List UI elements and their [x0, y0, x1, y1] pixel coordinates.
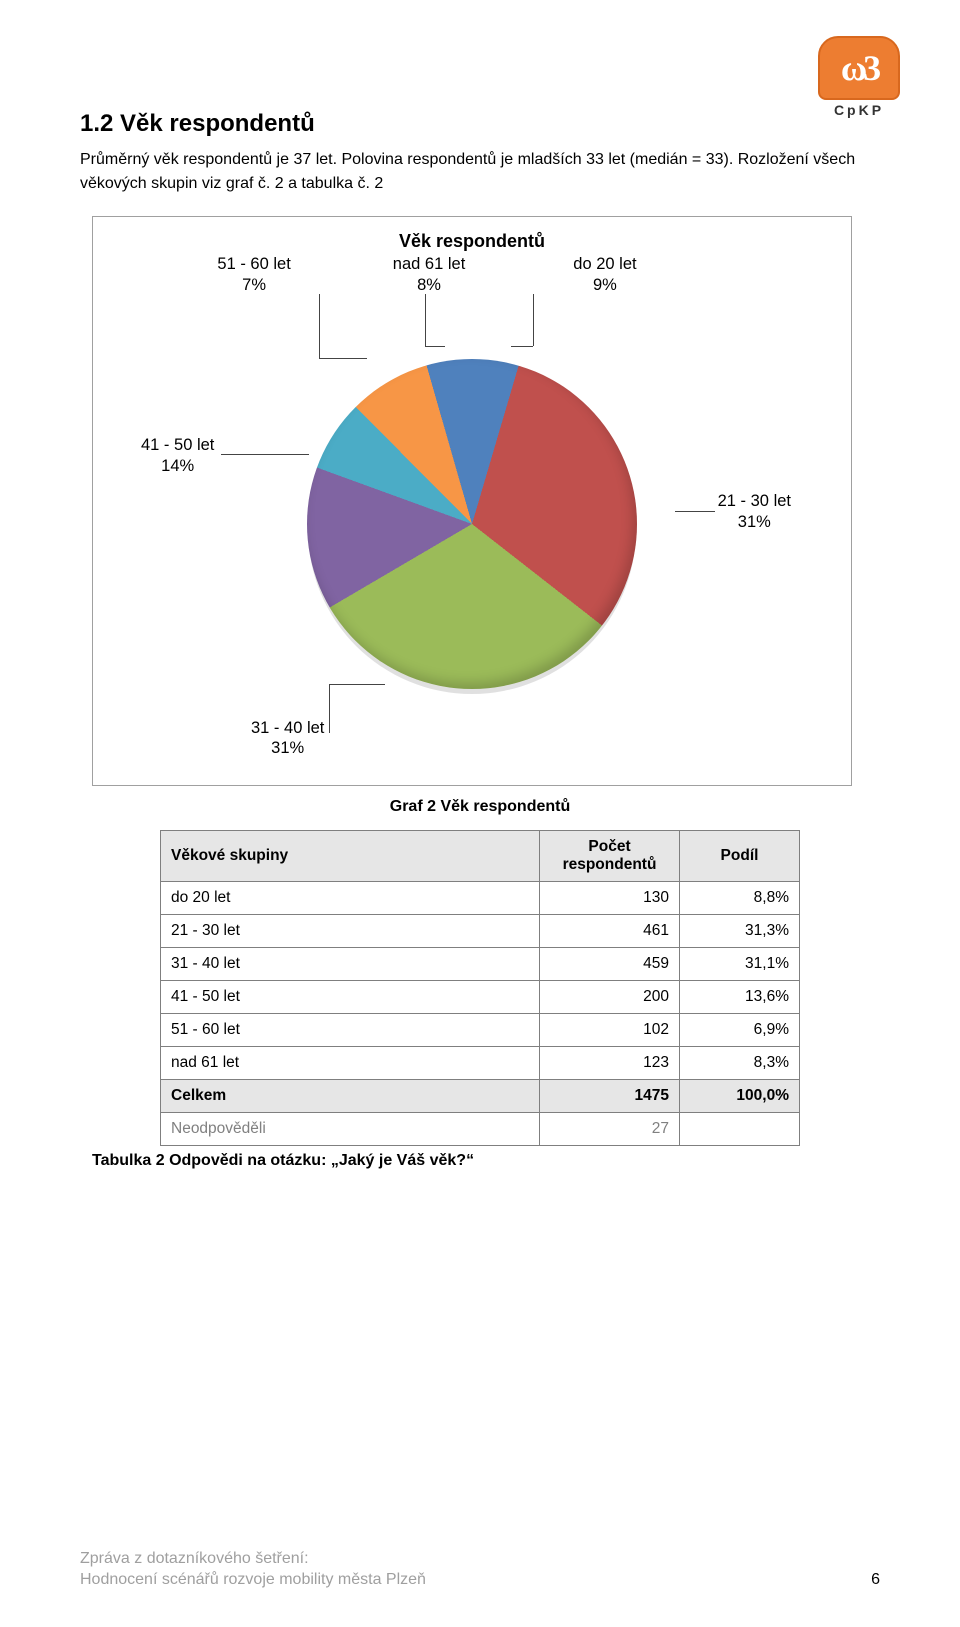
- chart-title: Věk respondentů: [93, 231, 851, 252]
- leader-line: [675, 511, 715, 512]
- pie-chart: [307, 359, 637, 689]
- table-row: 41 - 50 let20013,6%: [161, 981, 800, 1014]
- slice-pct-61plus: 8%: [417, 275, 441, 296]
- slice-label-31-40: 31 - 40 let: [251, 718, 324, 739]
- leader-line: [319, 294, 320, 358]
- leader-line: [533, 294, 534, 346]
- leader-line: [511, 346, 533, 347]
- slice-pct-31-40: 31%: [251, 738, 324, 759]
- table-header-row: Věkové skupiny Počet respondentů Podíl: [161, 831, 800, 882]
- logo-badge: ω3: [818, 36, 900, 100]
- col-header-count: Počet respondentů: [540, 831, 680, 882]
- page-footer: Zpráva z dotazníkového šetření: Hodnocen…: [80, 1548, 880, 1591]
- footer-line1: Zpráva z dotazníkového šetření:: [80, 1548, 426, 1570]
- table-total-row: Celkem1475100,0%: [161, 1080, 800, 1113]
- pie-chart-frame: Věk respondentů 51 - 60 let 7% nad 61 le…: [92, 216, 852, 786]
- slice-pct-51-60: 7%: [242, 275, 266, 296]
- age-table: Věkové skupiny Počet respondentů Podíl d…: [160, 830, 800, 1146]
- table-row: 21 - 30 let46131,3%: [161, 915, 800, 948]
- slice-label-51-60: 51 - 60 let: [217, 254, 290, 275]
- leader-line: [329, 684, 385, 685]
- slice-label-61plus: nad 61 let: [393, 254, 465, 275]
- slice-label-21-30-group: 21 - 30 let 31%: [718, 491, 791, 532]
- slice-label-do20: do 20 let: [573, 254, 636, 275]
- leader-line: [329, 685, 330, 733]
- table-row: 31 - 40 let45931,1%: [161, 948, 800, 981]
- footer-line2: Hodnocení scénářů rozvoje mobility města…: [80, 1569, 426, 1591]
- table-row: 51 - 60 let1026,9%: [161, 1014, 800, 1047]
- leader-line: [221, 454, 309, 455]
- leader-line: [425, 346, 445, 347]
- slice-pct-41-50: 14%: [141, 456, 214, 477]
- slice-label-31-40-group: 31 - 40 let 31%: [251, 718, 324, 759]
- leader-line: [319, 358, 367, 359]
- section-heading: 1.2 Věk respondentů: [80, 110, 880, 138]
- slice-pct-21-30: 31%: [718, 512, 791, 533]
- table-row: do 20 let1308,8%: [161, 882, 800, 915]
- page-number: 6: [871, 1569, 880, 1591]
- cpkp-logo: ω3 CpKP: [818, 36, 900, 118]
- leader-line: [425, 294, 426, 346]
- col-header-group: Věkové skupiny: [161, 831, 540, 882]
- logo-text: CpKP: [818, 102, 900, 118]
- col-header-share: Podíl: [680, 831, 800, 882]
- slice-label-21-30: 21 - 30 let: [718, 491, 791, 512]
- slice-pct-do20: 9%: [593, 275, 617, 296]
- chart-caption: Graf 2 Věk respondentů: [80, 798, 880, 816]
- footer-text-block: Zpráva z dotazníkového šetření: Hodnocen…: [80, 1548, 426, 1591]
- table-row: nad 61 let1238,3%: [161, 1047, 800, 1080]
- intro-paragraph: Průměrný věk respondentů je 37 let. Polo…: [80, 148, 880, 196]
- table-muted-row: Neodpověděli27: [161, 1113, 800, 1146]
- slice-label-41-50: 41 - 50 let: [141, 435, 214, 456]
- table-caption: Tabulka 2 Odpovědi na otázku: „Jaký je V…: [92, 1152, 880, 1170]
- logo-glyph: ω3: [841, 47, 877, 89]
- slice-label-41-50-group: 41 - 50 let 14%: [141, 435, 214, 476]
